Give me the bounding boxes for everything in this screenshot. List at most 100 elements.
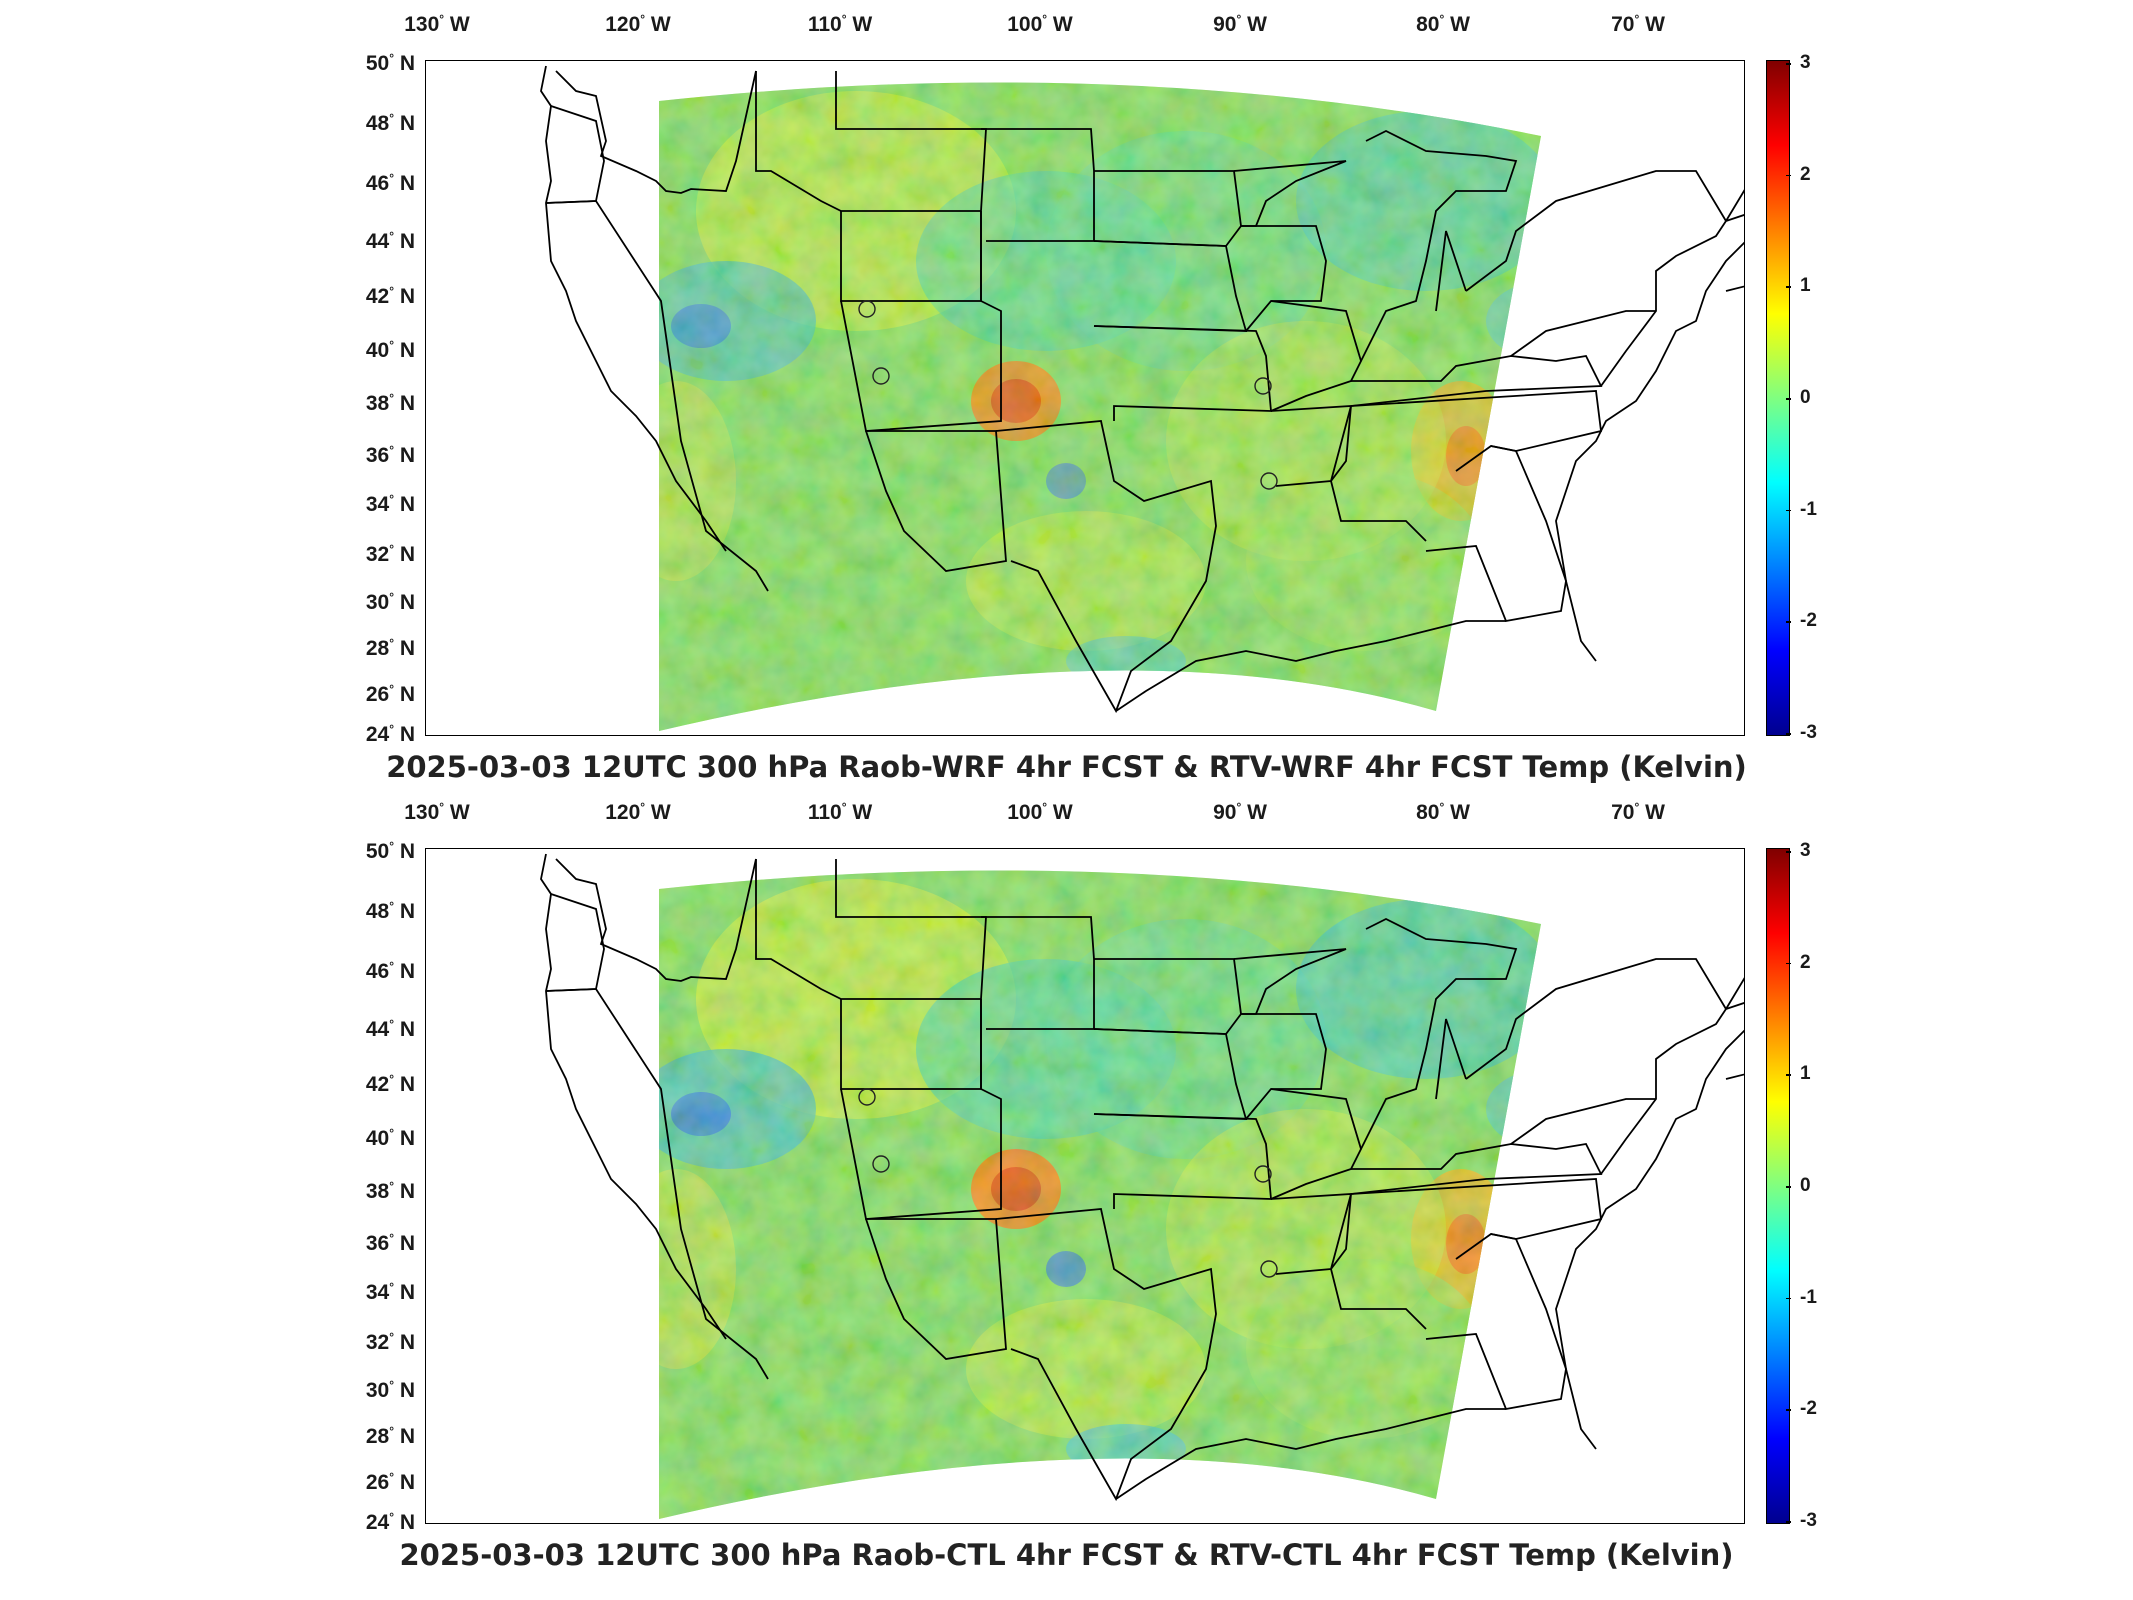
border-line [1555,1029,1744,1450]
longitude-tick-label: 100° W [1007,12,1073,36]
colorbar-tick-mark [1786,962,1791,965]
border-line [840,211,1002,432]
colorbar-tick-mark [1786,1521,1791,1523]
border-line [1725,977,1744,1010]
latitude-tick-label: 46° N [365,959,415,983]
longitude-tick-label: 110° W [807,800,873,824]
raob-site-marker [858,1088,876,1106]
colorbar-tick-label: -1 [1800,498,1817,520]
latitude-tick-label: 28° N [365,1424,415,1448]
border-line [1270,300,1362,412]
raob-site-marker [1254,377,1272,395]
latitude-tick-label: 32° N [365,542,415,566]
latitude-tick-label: 38° N [365,1179,415,1203]
latitude-tick-label: 50° N [365,51,415,75]
latitude-tick-label: 26° N [365,1470,415,1494]
longitude-tick-label: 130° W [404,800,470,824]
longitude-tick-label: 80° W [1416,800,1470,824]
latitude-tick-label: 48° N [365,111,415,135]
colorbar-tick-mark [1786,733,1791,735]
map-plot-area [425,60,1745,736]
border-line [1510,310,1656,357]
forecast-domain [659,870,1541,1519]
latitude-tick-label: 40° N [365,338,415,362]
state-borders [540,853,1744,1502]
border-line [995,420,1217,714]
latitude-tick-label: 30° N [365,1378,415,1402]
border-line [1270,405,1352,487]
latitude-tick-label: 34° N [365,1280,415,1304]
raob-site-marker [1260,1260,1278,1278]
colorbar-tick-mark [1786,63,1791,65]
colorbar-tick-label: 3 [1800,52,1811,73]
border-line [1465,170,1727,292]
colorbar-tick-label: 1 [1800,275,1811,297]
longitude-tick-label: 70° W [1611,12,1665,36]
latitude-tick-label: 34° N [365,492,415,516]
border-line [545,893,605,992]
border-line [1241,1013,1327,1120]
colorbar-tick-label: 1 [1800,1063,1811,1085]
longitude-tick-label: 80° W [1416,12,1470,36]
raob-site-marker [1260,472,1278,490]
border-line [995,1208,1217,1502]
raob-site-marker [872,367,890,385]
colorbar-tick-label: 2 [1800,951,1811,973]
border-line [1350,1178,1602,1260]
colorbar-tick-mark [1786,1186,1791,1188]
border-line [1600,214,1744,387]
raob-site-marker [858,300,876,318]
latitude-tick-label: 40° N [365,1126,415,1150]
border-line [1425,445,1567,623]
latitude-tick-label: 50° N [365,839,415,863]
latitude-tick-label: 30° N [365,590,415,614]
colorbar-tick-label: -1 [1800,1286,1817,1308]
latitude-tick-label: 44° N [365,229,415,253]
longitude-tick-label: 110° W [807,12,873,36]
latitude-tick-label: 24° N [365,1510,415,1534]
border-line [540,853,727,1340]
map-svg [540,853,1744,1519]
longitude-tick-label: 100° W [1007,800,1073,824]
colorbar-tick-label: 3 [1800,840,1811,861]
panel-title: 2025-03-03 12UTC 300 hPa Raob-CTL 4hr FC… [399,1538,1734,1572]
colorbar-tick-mark [1786,286,1791,288]
border-line [1555,241,1744,662]
latitude-tick-label: 32° N [365,1330,415,1354]
border-line [1360,917,1518,1150]
latitude-tick-label: 44° N [365,1017,415,1041]
longitude-tick-label: 90° W [1213,12,1267,36]
longitude-tick-label: 120° W [605,800,671,824]
forecast-domain [659,82,1541,731]
border-line [1093,1113,1272,1209]
raob-site-marker [872,1155,890,1173]
latitude-tick-label: 28° N [365,636,415,660]
latitude-tick-label: 36° N [365,1231,415,1255]
state-borders [540,65,1744,714]
latitude-tick-label: 46° N [365,171,415,195]
border-line [1241,225,1327,332]
longitude-tick-label: 120° W [605,12,671,36]
longitude-tick-label: 90° W [1213,800,1267,824]
border-line [1510,1098,1656,1145]
border-line [981,916,1095,1030]
colorbar-tick-mark [1786,509,1791,512]
latitude-tick-label: 36° N [365,443,415,467]
border-line [1350,355,1603,407]
colorbar-tick-label: -3 [1800,722,1817,743]
border-line [1270,1193,1352,1275]
latitude-tick-label: 42° N [365,284,415,308]
colorbar-tick-mark [1786,851,1791,853]
colorbar-tick-mark [1786,174,1791,177]
border-line [1330,1193,1427,1330]
border-line [545,200,769,592]
border-line [1115,1408,1506,1500]
border-line [1435,1018,1467,1100]
latitude-tick-label: 26° N [365,682,415,706]
colorbar-tick-label: 0 [1800,1175,1811,1196]
border-line [1360,129,1518,362]
colorbar-tick-label: 0 [1800,387,1811,408]
border-line [1330,405,1427,542]
border-line [840,999,1002,1220]
border-line [540,65,727,552]
